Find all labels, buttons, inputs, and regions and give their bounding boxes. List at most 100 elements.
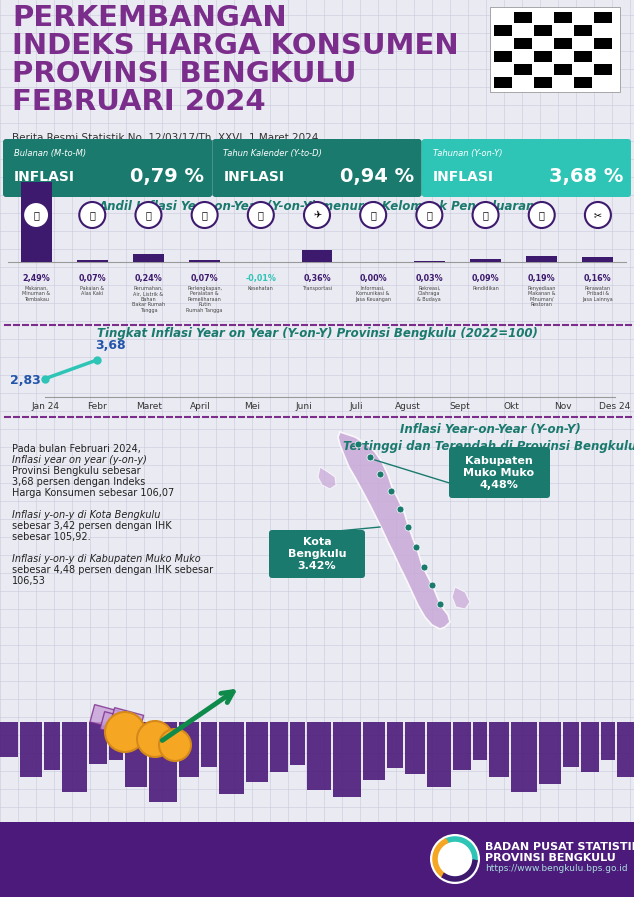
Text: 0,24%: 0,24% — [134, 274, 162, 283]
Bar — [110, 708, 144, 733]
Bar — [494, 77, 512, 88]
Bar — [20, 722, 42, 777]
Circle shape — [105, 712, 145, 752]
Circle shape — [137, 721, 173, 757]
Text: ✈: ✈ — [313, 210, 321, 220]
Text: Berita Resmi Statistik No. 12/03/17/Th. XXVI, 1 Maret 2024: Berita Resmi Statistik No. 12/03/17/Th. … — [12, 133, 318, 143]
Text: 🍽: 🍽 — [539, 210, 545, 220]
Bar — [246, 722, 268, 782]
Text: Andil Inflasi Year-on-Year (Y-on-Y) menurut Kelompok Pengeluaran: Andil Inflasi Year-on-Year (Y-on-Y) menu… — [99, 200, 535, 213]
Text: INFLASI: INFLASI — [223, 170, 284, 184]
Text: 3,68 persen dengan Indeks: 3,68 persen dengan Indeks — [12, 477, 145, 487]
Text: 👗: 👗 — [89, 210, 95, 220]
Text: Transportasi: Transportasi — [302, 286, 332, 291]
Text: Febr: Febr — [87, 402, 107, 411]
Text: Inflasi y-on-y di Kota Bengkulu: Inflasi y-on-y di Kota Bengkulu — [12, 510, 160, 520]
FancyBboxPatch shape — [422, 139, 631, 197]
Bar — [514, 64, 532, 75]
FancyBboxPatch shape — [449, 447, 550, 498]
Text: ✂: ✂ — [594, 210, 602, 220]
Text: Sept: Sept — [449, 402, 470, 411]
Bar — [534, 77, 552, 88]
Bar — [574, 77, 592, 88]
Text: Bulanan (M-to-M): Bulanan (M-to-M) — [14, 149, 86, 158]
Text: Okt: Okt — [503, 402, 519, 411]
Bar — [473, 722, 487, 760]
Bar — [490, 7, 620, 92]
Bar — [427, 722, 451, 787]
Bar — [534, 51, 552, 62]
Bar — [307, 722, 331, 790]
Bar — [405, 722, 425, 774]
Text: PROVINSI BENGKULU: PROVINSI BENGKULU — [485, 853, 616, 863]
Text: INFLASI: INFLASI — [14, 170, 75, 184]
Text: 106,53: 106,53 — [12, 576, 46, 586]
Text: 🍚: 🍚 — [33, 210, 39, 220]
Text: Juni: Juni — [295, 402, 313, 411]
Text: Makanan,
Minuman &
Tembakau: Makanan, Minuman & Tembakau — [22, 286, 50, 301]
Bar — [90, 705, 124, 730]
Bar — [270, 722, 288, 772]
Text: Pada bulan Februari 2024,: Pada bulan Februari 2024, — [12, 444, 141, 454]
Circle shape — [430, 834, 480, 884]
Text: 0,09%: 0,09% — [472, 274, 500, 283]
Circle shape — [23, 202, 49, 228]
Text: INDEKS HARGA KONSUMEN: INDEKS HARGA KONSUMEN — [12, 32, 458, 60]
Text: 🔧: 🔧 — [202, 210, 207, 220]
Text: ⚽: ⚽ — [427, 210, 432, 220]
Text: April: April — [190, 402, 211, 411]
Bar — [470, 259, 501, 262]
Bar — [44, 722, 60, 770]
Bar — [554, 64, 572, 75]
Bar — [363, 722, 385, 780]
Text: 2,49%: 2,49% — [22, 274, 50, 283]
Bar — [453, 722, 471, 770]
FancyBboxPatch shape — [212, 139, 422, 197]
Text: INFLASI: INFLASI — [432, 170, 494, 184]
Text: Penyediaan
Makanan &
Minuman/
Restoran: Penyediaan Makanan & Minuman/ Restoran — [527, 286, 556, 307]
Text: 3,68: 3,68 — [95, 339, 126, 352]
Bar — [554, 38, 572, 49]
Text: 0,16%: 0,16% — [584, 274, 612, 283]
Bar — [494, 25, 512, 36]
Bar — [594, 64, 612, 75]
Text: Kota
Bengkulu
3.42%: Kota Bengkulu 3.42% — [288, 536, 346, 571]
Text: PERKEMBANGAN: PERKEMBANGAN — [12, 4, 287, 32]
Text: Inflasi year on year (y-on-y): Inflasi year on year (y-on-y) — [12, 455, 147, 465]
Text: Inflasi Year-on-Year (Y-on-Y)
Tertinggi dan Terendah di Provinsi Bengkulu: Inflasi Year-on-Year (Y-on-Y) Tertinggi … — [344, 423, 634, 453]
Bar — [0, 822, 634, 897]
Text: Agust: Agust — [395, 402, 421, 411]
Bar — [511, 722, 537, 792]
Text: Tahun Kalender (Y-to-D): Tahun Kalender (Y-to-D) — [223, 149, 322, 158]
Bar — [581, 722, 599, 772]
Bar — [387, 722, 403, 768]
Bar — [534, 25, 552, 36]
Bar — [62, 722, 87, 792]
Circle shape — [472, 202, 498, 228]
Text: 0,36%: 0,36% — [303, 274, 331, 283]
Text: PROVINSI BENGKULU: PROVINSI BENGKULU — [12, 60, 356, 88]
Bar — [109, 722, 123, 760]
Bar — [594, 12, 612, 23]
Text: 3,68 %: 3,68 % — [548, 167, 623, 186]
Text: Rekreasi,
Olahraga
& Budaya: Rekreasi, Olahraga & Budaya — [417, 286, 441, 301]
Circle shape — [159, 729, 191, 761]
Text: BADAN PUSAT STATISTIK: BADAN PUSAT STATISTIK — [485, 842, 634, 852]
Bar — [574, 51, 592, 62]
Text: Maret: Maret — [136, 402, 162, 411]
Bar — [179, 722, 199, 777]
Circle shape — [191, 202, 217, 228]
Text: Tingkat Inflasi Year on Year (Y-on-Y) Provinsi Bengkulu (2022=100): Tingkat Inflasi Year on Year (Y-on-Y) Pr… — [96, 327, 538, 340]
Text: Nov: Nov — [554, 402, 572, 411]
Text: Perawatan
Pribadi &
Jasa Lainnya: Perawatan Pribadi & Jasa Lainnya — [583, 286, 613, 301]
Bar — [100, 711, 134, 736]
Text: Pendidikan: Pendidikan — [472, 286, 499, 291]
Bar — [489, 722, 509, 777]
Bar — [149, 722, 177, 802]
Text: Inflasi y-on-y di Kabupaten Muko Muko: Inflasi y-on-y di Kabupaten Muko Muko — [12, 554, 201, 564]
Polygon shape — [318, 467, 336, 489]
Text: Mei: Mei — [244, 402, 261, 411]
FancyBboxPatch shape — [269, 530, 365, 578]
Bar — [133, 255, 164, 262]
Bar — [125, 722, 147, 787]
